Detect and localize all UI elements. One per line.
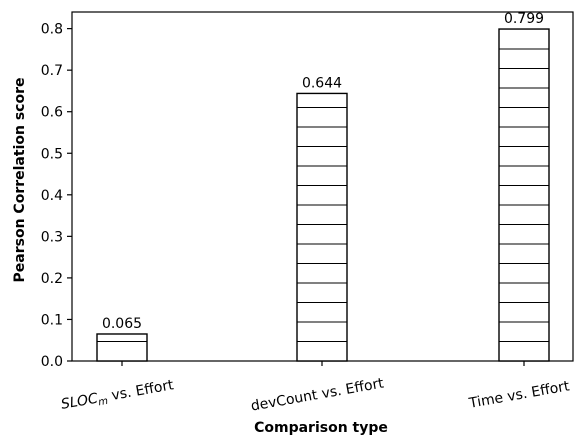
- x-tick-label: SLOCm vs. Effort: [60, 377, 176, 415]
- y-tick-label: 0.6: [41, 105, 63, 121]
- bar: [96, 333, 148, 362]
- y-tick-label: 0.1: [41, 312, 63, 328]
- y-tick-label: 0.7: [41, 63, 63, 79]
- x-tick-label-text: Time vs. Effort: [467, 378, 571, 412]
- y-tick-label: 0.0: [41, 354, 63, 370]
- y-tick-label: 0.3: [41, 229, 63, 245]
- bar-value-label: 0.799: [504, 11, 544, 27]
- bar-value-label: 0.644: [302, 75, 342, 91]
- x-tick-label-text: devCount vs. Effort: [250, 375, 386, 414]
- x-axis-title: Comparison type: [254, 420, 388, 436]
- bar: [296, 92, 348, 362]
- bar-value-label: 0.065: [102, 316, 142, 332]
- bars: [96, 28, 550, 362]
- y-tick-label: 0.5: [41, 146, 63, 162]
- y-tick-label: 0.2: [41, 271, 63, 287]
- y-axis-title: Pearson Correlation score: [12, 78, 28, 283]
- y-tick-label: 0.8: [41, 22, 63, 38]
- x-tick-label-text: SLOCm vs. Effort: [60, 377, 176, 415]
- bar: [498, 28, 550, 362]
- y-tick-label: 0.4: [41, 188, 63, 204]
- x-tick-label: devCount vs. Effort: [250, 375, 386, 414]
- x-tick-label: Time vs. Effort: [467, 378, 571, 412]
